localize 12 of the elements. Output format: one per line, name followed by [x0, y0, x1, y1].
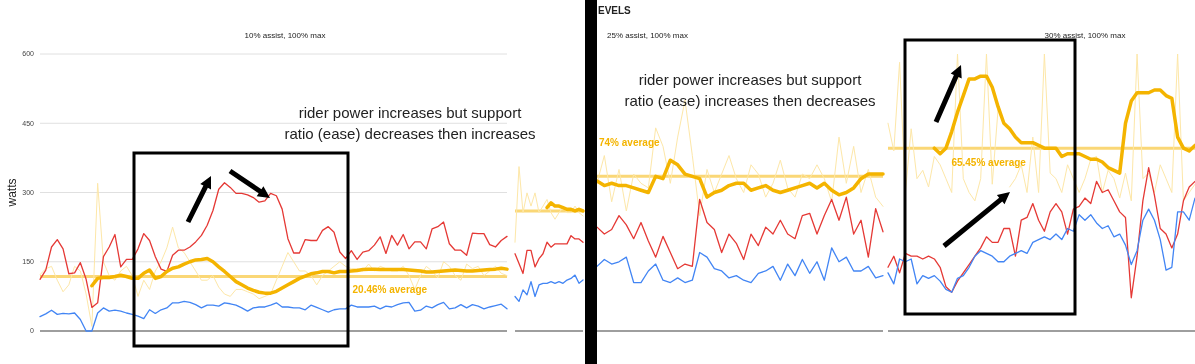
ref-line-label: 20.46% average	[352, 283, 428, 295]
ref-line-label: 74% average	[599, 137, 661, 149]
chart-subtitle: 25% assist, 100% max	[607, 31, 688, 40]
ref-line-label: 65.45% average	[951, 157, 1027, 169]
annotation: rider power increases but support ratio (ease) increases then decreases	[624, 71, 876, 109]
y-axis-title: watts	[5, 178, 19, 208]
chart-title: 30% assist, 100% max	[1044, 31, 1126, 40]
chart-title: 10% assist, 100% max	[244, 31, 326, 40]
chart-title: EVELS	[598, 5, 632, 16]
line-series	[90, 256, 509, 295]
annotation: rider power increases but support ratio (ease) decreases then increases	[284, 104, 536, 142]
line-series	[39, 300, 508, 332]
